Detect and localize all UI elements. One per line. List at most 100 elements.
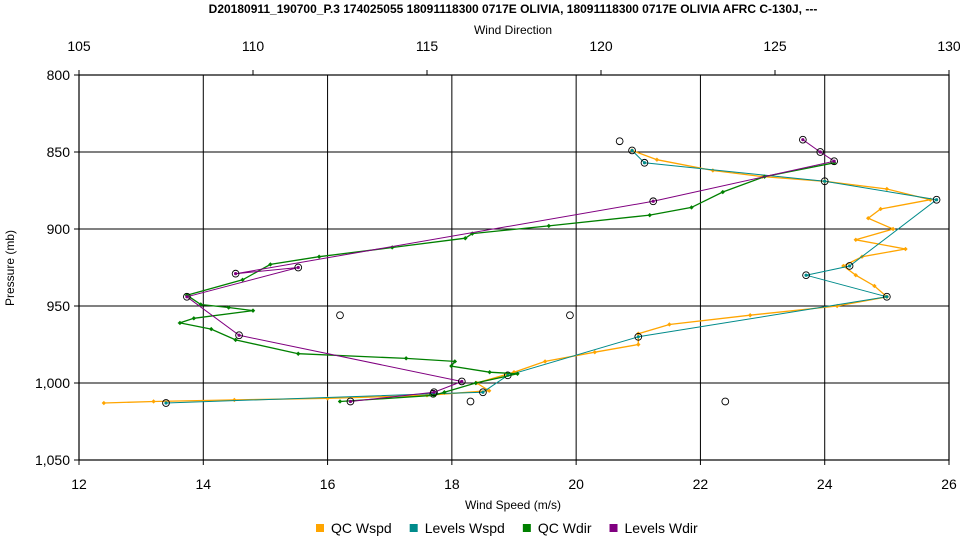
top-axis-ticks: 105 110 115 120 125 130 xyxy=(67,38,960,75)
data-point-qc-wspd xyxy=(872,283,877,289)
data-point-qc-wspd xyxy=(325,396,330,401)
level-point-fill-levels-wdir xyxy=(348,399,353,404)
data-point-qc-wspd xyxy=(636,342,641,347)
data-point-qc-wspd xyxy=(903,246,908,252)
series-layer xyxy=(101,135,941,407)
chart-title: D20180911_190700_P.3 174025055 180911183… xyxy=(209,2,818,16)
level-point-levels-wdir xyxy=(830,157,839,166)
data-point-qc-wspd xyxy=(101,400,107,406)
series-qc-wspd xyxy=(101,148,933,406)
top-tick-label: 125 xyxy=(763,38,787,54)
legend: QC Wspd Levels Wspd QC Wdir Levels Wdir xyxy=(316,520,698,536)
data-point-qc-wdir xyxy=(449,363,454,369)
data-point-qc-wdir xyxy=(240,277,245,283)
level-point-levels-wdir xyxy=(816,148,825,156)
level-point-levels-wspd xyxy=(932,195,941,204)
data-point-qc-wspd xyxy=(151,399,156,404)
level-point-fill-levels-wdir xyxy=(832,159,836,163)
legend-swatch-levels-wdir xyxy=(609,524,618,532)
level-point-fill-levels-wspd xyxy=(481,390,485,394)
data-point-qc-wspd xyxy=(853,237,858,242)
y-tick-label: 1,050 xyxy=(35,452,70,468)
x-tick-label: 16 xyxy=(320,476,336,492)
level-point-fill-levels-wdir xyxy=(296,265,300,270)
data-point-qc-wdir xyxy=(337,399,343,404)
legend-label-levels-wdir: Levels Wdir xyxy=(625,520,698,536)
top-tick-label: 120 xyxy=(589,38,613,54)
level-point-levels-wspd xyxy=(628,146,636,155)
data-point-qc-wdir xyxy=(689,205,694,210)
data-point-qc-wdir xyxy=(198,302,203,307)
level-point-fill-levels-wdir xyxy=(237,333,241,337)
series-line-levels-wspd xyxy=(165,150,938,404)
level-point-levels-wdir xyxy=(649,197,658,206)
data-point-qc-wdir xyxy=(316,254,322,259)
level-point-fill-levels-wdir xyxy=(460,379,464,384)
series-line-qc-wdir xyxy=(177,162,835,403)
series-line-levels-wdir xyxy=(185,139,836,402)
data-point-qc-wdir xyxy=(191,316,197,321)
data-point-qc-wdir xyxy=(226,305,231,310)
level-point-fill-levels-wspd xyxy=(636,335,640,339)
data-point-qc-wspd xyxy=(486,388,492,393)
data-point-qc-wspd xyxy=(542,359,548,364)
isolated-point xyxy=(721,397,730,406)
data-point-qc-wdir xyxy=(647,212,652,218)
data-point-qc-wdir xyxy=(250,308,256,313)
data-point-qc-wdir xyxy=(296,351,301,356)
level-point-levels-wspd xyxy=(640,158,649,167)
x-tick-label: 18 xyxy=(444,476,460,492)
isolated-point xyxy=(615,137,624,146)
data-point-qc-wdir xyxy=(452,359,458,364)
data-point-qc-wdir xyxy=(720,189,725,195)
data-point-qc-wdir xyxy=(546,223,551,229)
x-tick-label: 20 xyxy=(568,476,584,492)
level-point-levels-wdir xyxy=(346,397,355,406)
data-point-qc-wdir xyxy=(209,326,214,332)
data-point-qc-wdir xyxy=(463,236,468,241)
level-point-fill-levels-wdir xyxy=(801,138,805,142)
level-point-levels-wspd xyxy=(479,388,487,397)
level-point-levels-wdir xyxy=(457,377,466,386)
isolated-point xyxy=(466,397,475,406)
top-tick-label: 130 xyxy=(937,38,960,54)
level-point-levels-wspd xyxy=(634,332,643,341)
data-point-qc-wdir xyxy=(473,380,478,386)
level-point-fill-levels-wspd xyxy=(847,264,852,268)
level-point-fill-levels-wspd xyxy=(630,148,634,153)
x-tick-label: 24 xyxy=(817,476,833,492)
y-tick-label: 800 xyxy=(47,67,71,83)
level-point-levels-wdir xyxy=(183,292,191,301)
level-point-levels-wdir xyxy=(231,269,240,278)
data-point-qc-wspd xyxy=(710,168,716,173)
data-point-qc-wspd xyxy=(667,322,672,327)
y-tick-label: 1,000 xyxy=(35,375,70,391)
grid xyxy=(79,75,949,460)
data-point-qc-wspd xyxy=(884,186,890,192)
level-point-levels-wspd xyxy=(845,262,854,270)
y-tick-label: 950 xyxy=(47,298,71,314)
level-point-fill-levels-wdir xyxy=(818,150,822,154)
level-point-fill-levels-wspd xyxy=(823,179,827,183)
data-point-qc-wdir xyxy=(268,262,273,267)
y-axis-label: Pressure (mb) xyxy=(3,230,17,306)
level-point-levels-wspd xyxy=(820,177,829,186)
data-point-qc-wspd xyxy=(853,273,858,278)
legend-swatch-qc-wspd xyxy=(316,524,324,532)
level-point-fill-levels-wspd xyxy=(804,273,808,277)
y-tick-label: 900 xyxy=(47,221,71,237)
data-point-qc-wdir xyxy=(233,337,238,343)
legend-swatch-levels-wspd xyxy=(409,524,418,532)
level-point-levels-wspd xyxy=(802,271,810,280)
data-point-qc-wspd xyxy=(866,216,871,221)
level-point-fill-levels-wdir xyxy=(432,390,436,394)
top-tick-label: 115 xyxy=(416,38,439,54)
data-point-qc-wspd xyxy=(654,157,660,162)
data-point-qc-wdir xyxy=(515,371,520,376)
top-tick-label: 110 xyxy=(242,38,265,54)
level-point-levels-wdir xyxy=(798,135,807,144)
data-point-qc-wdir xyxy=(487,370,492,375)
top-axis-label: Wind Direction xyxy=(474,23,552,37)
level-point-levels-wdir xyxy=(294,263,303,272)
